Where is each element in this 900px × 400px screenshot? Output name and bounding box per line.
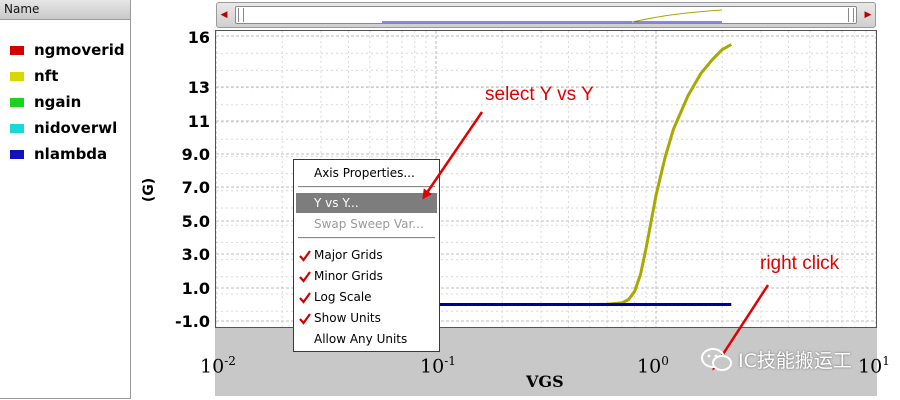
zoom-overview-scrollbar[interactable]: ◀ ▶	[216, 2, 876, 28]
y-tick-label: 9.0	[181, 145, 210, 164]
menu-separator	[298, 186, 435, 188]
checkmark-icon	[299, 292, 311, 304]
checkmark-icon	[299, 313, 311, 325]
signal-color-swatch	[10, 45, 24, 55]
signal-item-nlambda[interactable]: nlambda	[10, 144, 107, 164]
y-tick-label: 7.0	[181, 178, 210, 197]
wechat-icon	[701, 347, 732, 371]
watermark: IC技能搬运工	[700, 346, 852, 373]
menu-item-axis-properties[interactable]: Axis Properties...	[314, 166, 415, 180]
scroll-left-arrow-icon[interactable]: ◀	[220, 10, 228, 20]
menu-item-y-vs-y[interactable]: Y vs Y...	[296, 193, 437, 213]
menu-separator	[298, 237, 435, 239]
signal-item-label: nidoverwl	[34, 119, 118, 137]
right-grip-handle[interactable]	[848, 8, 854, 22]
checkmark-icon	[299, 271, 311, 283]
x-tick-label: 10-1	[420, 354, 456, 378]
y-tick-label: 3.0	[181, 245, 210, 264]
context-menu: Axis Properties... Y vs Y... Swap Sweep …	[293, 159, 440, 352]
signal-item-label: ngain	[34, 93, 82, 111]
menu-item-allow-any-units[interactable]: Allow Any Units	[314, 332, 408, 346]
signal-color-swatch	[10, 97, 24, 107]
signal-color-swatch	[10, 71, 24, 81]
signal-item-nft[interactable]: nft	[10, 66, 58, 86]
scroll-thumb[interactable]	[235, 6, 857, 24]
x-tick-label: 100	[637, 354, 669, 378]
y-tick-label: 5.0	[181, 212, 210, 231]
scroll-right-arrow-icon[interactable]: ▶	[864, 10, 872, 20]
overview-nft-line	[631, 9, 723, 23]
signal-list-panel: Name ngmoverid nft ngain nidoverwl nlamb…	[0, 0, 131, 399]
y-tick-label: 13	[187, 78, 210, 97]
series-line-nft	[589, 43, 733, 306]
menu-item-major-grids[interactable]: Major Grids	[296, 245, 437, 265]
menu-item-minor-grids[interactable]: Minor Grids	[296, 266, 437, 286]
signal-color-swatch	[10, 149, 24, 159]
x-tick-label: 10-2	[200, 354, 236, 378]
menu-item-show-units[interactable]: Show Units	[296, 308, 437, 328]
x-tick-label: 101	[858, 354, 890, 378]
signal-color-swatch	[10, 123, 24, 133]
y-tick-label: 11	[187, 112, 210, 131]
signal-item-ngmoverid[interactable]: ngmoverid	[10, 40, 125, 60]
annotation-select-y-vs-y: select Y vs Y	[485, 84, 594, 105]
signal-item-label: ngmoverid	[34, 41, 125, 59]
checkmark-icon	[299, 250, 311, 262]
left-grip-handle[interactable]	[238, 8, 244, 22]
signal-item-label: nft	[34, 67, 59, 85]
y-tick-label: 1.0	[181, 279, 210, 298]
menu-item-swap-sweep-var: Swap Sweep Var...	[314, 217, 424, 231]
signal-list-header: Name	[0, 0, 130, 20]
signal-item-label: nlambda	[34, 145, 108, 163]
y-axis-label: (G)	[141, 177, 157, 203]
signal-item-ngain[interactable]: ngain	[10, 92, 81, 112]
watermark-text: IC技能搬运工	[738, 350, 852, 372]
menu-item-log-scale[interactable]: Log Scale	[296, 287, 437, 307]
overview-preview	[382, 9, 723, 23]
signal-item-nidoverwl[interactable]: nidoverwl	[10, 118, 117, 138]
x-axis-label: VGS	[526, 372, 564, 391]
y-tick-label: 16	[187, 28, 210, 47]
annotation-right-click: right click	[760, 253, 840, 274]
y-tick-label: -1.0	[175, 312, 210, 331]
